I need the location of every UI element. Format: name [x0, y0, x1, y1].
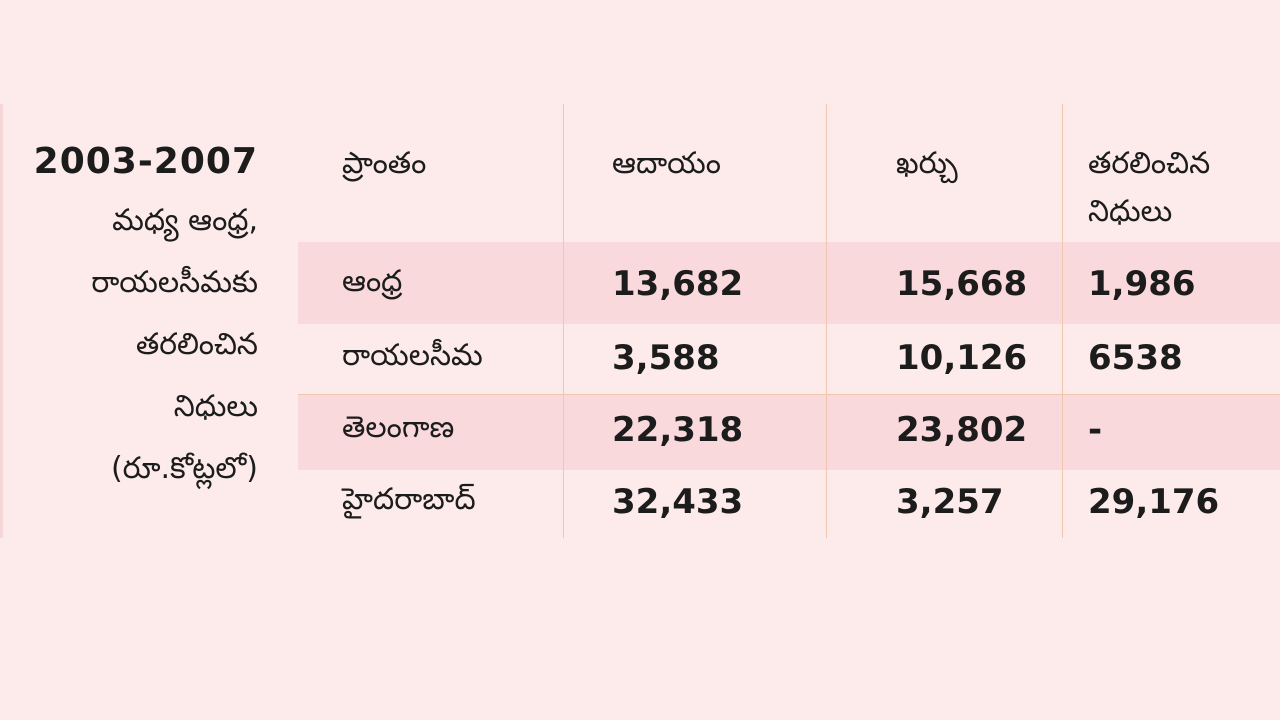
cell-income: 13,682: [612, 264, 744, 304]
cell-income: 32,433: [612, 482, 744, 522]
cell-region: తెలంగాణ: [342, 410, 455, 445]
cell-transferred: 1,986: [1088, 264, 1196, 304]
column-divider: [826, 104, 827, 538]
cell-expense: 10,126: [896, 338, 1028, 378]
cell-income: 3,588: [612, 338, 720, 378]
caption-line: రాయలసీమకు: [91, 265, 258, 300]
cell-transferred: 6538: [1088, 338, 1183, 378]
header-region: ప్రాంతం: [342, 146, 427, 181]
row-highlight: [298, 242, 1280, 324]
cell-region: రాయలసీమ: [342, 338, 483, 373]
left-rule: [0, 104, 3, 538]
row-divider: [298, 394, 1280, 395]
cell-transferred: -: [1088, 410, 1103, 450]
side-caption: 2003-2007 మధ్య ఆంధ్ర, రాయలసీమకు తరలించిన…: [0, 140, 258, 500]
column-divider: [563, 104, 564, 538]
cell-transferred: 29,176: [1088, 482, 1220, 522]
caption-line: మధ్య ఆంధ్ర,: [112, 203, 258, 238]
column-divider: [1062, 104, 1063, 538]
cell-region: ఆంధ్ర: [342, 264, 403, 299]
caption-line: (రూ.కోట్లలో): [110, 451, 258, 486]
cell-income: 22,318: [612, 410, 744, 450]
caption-line: తరలించిన: [135, 327, 258, 362]
cell-expense: 15,668: [896, 264, 1028, 304]
row-highlight: [298, 394, 1280, 470]
header-income: ఆదాయం: [612, 146, 721, 181]
cell-expense: 23,802: [896, 410, 1028, 450]
caption-line: నిధులు: [173, 389, 258, 424]
header-transferred: తరలించిన నిధులు: [1088, 146, 1211, 229]
data-table: ప్రాంతం ఆదాయం ఖర్చు తరలించిన నిధులు ఆంధ్…: [298, 104, 1280, 538]
caption-year: 2003-2007: [33, 141, 258, 182]
cell-expense: 3,257: [896, 482, 1004, 522]
cell-region: హైదరాబాద్: [342, 482, 476, 517]
header-expense: ఖర్చు: [896, 146, 958, 181]
